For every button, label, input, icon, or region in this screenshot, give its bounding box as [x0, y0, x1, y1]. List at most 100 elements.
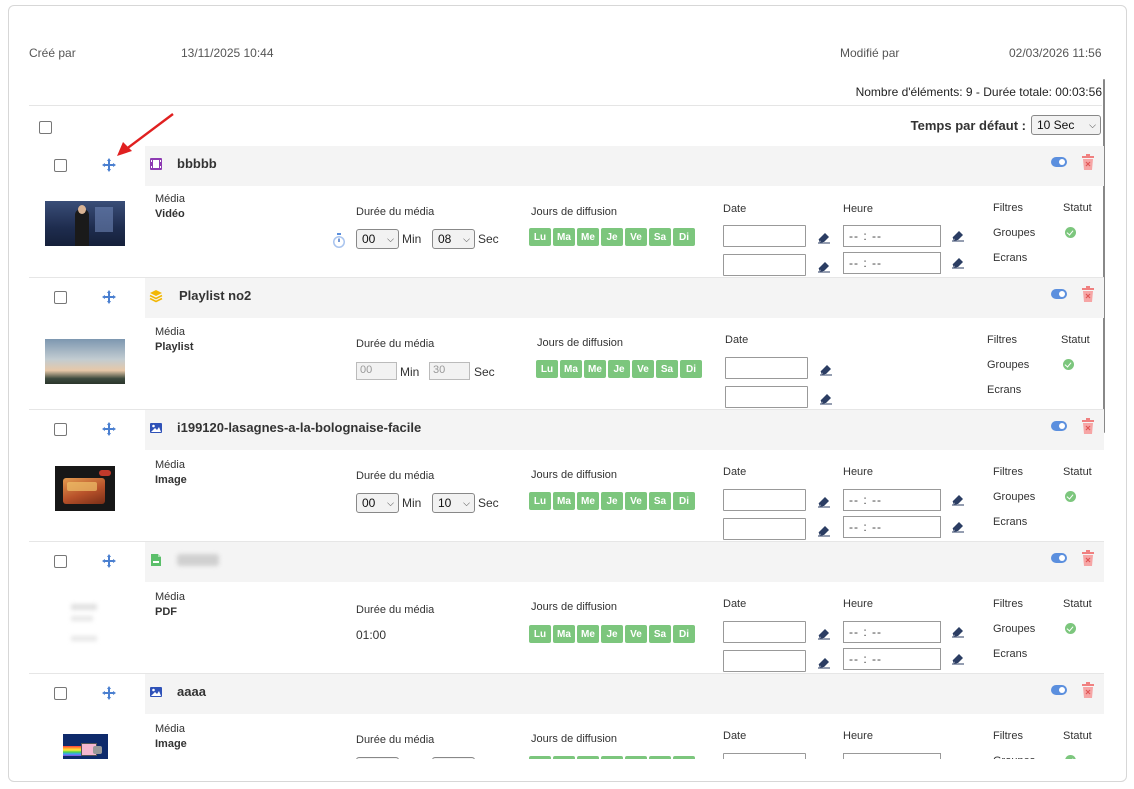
- move-handle-icon[interactable]: [101, 157, 117, 173]
- day-toggle-ve[interactable]: Ve: [625, 625, 647, 643]
- start-date-input[interactable]: [723, 489, 806, 511]
- end-time-input[interactable]: -- : --: [843, 516, 941, 538]
- move-handle-icon[interactable]: [101, 289, 117, 305]
- day-toggle-ma[interactable]: Ma: [553, 228, 575, 246]
- active-toggle[interactable]: [1051, 289, 1067, 299]
- day-toggle-lu[interactable]: Lu: [529, 756, 551, 759]
- day-toggle-sa[interactable]: Sa: [649, 228, 671, 246]
- day-toggle-je[interactable]: Je: [601, 228, 623, 246]
- end-date-input[interactable]: [725, 386, 808, 408]
- day-toggle-sa[interactable]: Sa: [656, 360, 678, 378]
- active-toggle[interactable]: [1051, 553, 1067, 563]
- trash-icon[interactable]: [1081, 682, 1095, 698]
- day-toggle-je[interactable]: Je: [601, 756, 623, 759]
- start-date-input[interactable]: [723, 753, 806, 759]
- day-toggle-di[interactable]: Di: [673, 492, 695, 510]
- eraser-icon[interactable]: [951, 228, 965, 242]
- eraser-icon[interactable]: [817, 230, 831, 244]
- start-time-input[interactable]: -- : --: [843, 489, 941, 511]
- eraser-icon[interactable]: [817, 758, 831, 759]
- day-toggle-di[interactable]: Di: [673, 228, 695, 246]
- eraser-icon[interactable]: [951, 624, 965, 638]
- trash-icon[interactable]: [1081, 550, 1095, 566]
- start-time-input[interactable]: -- : --: [843, 621, 941, 643]
- groups-filter-link[interactable]: Groupes: [993, 623, 1036, 635]
- groups-filter-link[interactable]: Groupes: [993, 227, 1036, 239]
- duration-min-select[interactable]: 00⌵: [356, 229, 399, 249]
- day-toggle-sa[interactable]: Sa: [649, 492, 671, 510]
- day-toggle-me[interactable]: Me: [577, 228, 599, 246]
- eraser-icon[interactable]: [951, 255, 965, 269]
- move-handle-icon[interactable]: [101, 421, 117, 437]
- active-toggle[interactable]: [1051, 157, 1067, 167]
- day-toggle-lu[interactable]: Lu: [529, 625, 551, 643]
- active-toggle[interactable]: [1051, 421, 1067, 431]
- eraser-icon[interactable]: [817, 626, 831, 640]
- day-toggle-me[interactable]: Me: [577, 625, 599, 643]
- eraser-icon[interactable]: [951, 756, 965, 759]
- day-toggle-ve[interactable]: Ve: [632, 360, 654, 378]
- end-time-input[interactable]: -- : --: [843, 252, 941, 274]
- trash-icon[interactable]: [1081, 418, 1095, 434]
- end-date-input[interactable]: [723, 518, 806, 540]
- day-toggle-di[interactable]: Di: [673, 625, 695, 643]
- move-handle-icon[interactable]: [101, 685, 117, 701]
- default-time-select[interactable]: 10 Sec ⌵: [1031, 115, 1101, 135]
- day-toggle-ma[interactable]: Ma: [560, 360, 582, 378]
- day-toggle-me[interactable]: Me: [577, 756, 599, 759]
- eraser-icon[interactable]: [817, 523, 831, 537]
- item-checkbox[interactable]: [54, 687, 67, 700]
- day-toggle-lu[interactable]: Lu: [529, 492, 551, 510]
- day-toggle-ve[interactable]: Ve: [625, 228, 647, 246]
- day-toggle-je[interactable]: Je: [601, 492, 623, 510]
- end-date-input[interactable]: [723, 254, 806, 276]
- eraser-icon[interactable]: [817, 494, 831, 508]
- day-toggle-je[interactable]: Je: [601, 625, 623, 643]
- day-toggle-di[interactable]: Di: [680, 360, 702, 378]
- eraser-icon[interactable]: [951, 651, 965, 665]
- eraser-icon[interactable]: [951, 519, 965, 533]
- screens-filter-link[interactable]: Ecrans: [993, 252, 1028, 264]
- screens-filter-link[interactable]: Ecrans: [993, 516, 1028, 528]
- duration-min-select[interactable]: 00⌵: [356, 757, 399, 759]
- duration-min-select[interactable]: 00⌵: [356, 493, 399, 513]
- item-checkbox[interactable]: [54, 291, 67, 304]
- start-date-input[interactable]: [723, 621, 806, 643]
- day-toggle-lu[interactable]: Lu: [529, 228, 551, 246]
- eraser-icon[interactable]: [819, 362, 833, 376]
- groups-filter-link[interactable]: Groupes: [993, 755, 1035, 759]
- day-toggle-me[interactable]: Me: [577, 492, 599, 510]
- groups-filter-link[interactable]: Groupes: [987, 359, 1030, 371]
- day-toggle-ma[interactable]: Ma: [553, 756, 575, 759]
- start-date-input[interactable]: [723, 225, 806, 247]
- day-toggle-ve[interactable]: Ve: [625, 756, 647, 759]
- trash-icon[interactable]: [1081, 154, 1095, 170]
- day-toggle-me[interactable]: Me: [584, 360, 606, 378]
- duration-sec-select[interactable]: 08 ⌵: [432, 229, 475, 249]
- day-toggle-lu[interactable]: Lu: [536, 360, 558, 378]
- groups-filter-link[interactable]: Groupes: [993, 491, 1036, 503]
- item-checkbox[interactable]: [54, 555, 67, 568]
- select-all-checkbox[interactable]: [39, 121, 52, 134]
- duration-sec-select[interactable]: 10⌵: [432, 757, 475, 759]
- start-time-input[interactable]: -- : --: [843, 225, 941, 247]
- screens-filter-link[interactable]: Ecrans: [987, 384, 1022, 396]
- day-toggle-ve[interactable]: Ve: [625, 492, 647, 510]
- eraser-icon[interactable]: [817, 259, 831, 273]
- duration-sec-select[interactable]: 10⌵: [432, 493, 475, 513]
- item-checkbox[interactable]: [54, 423, 67, 436]
- trash-icon[interactable]: [1081, 286, 1095, 302]
- start-date-input[interactable]: [725, 357, 808, 379]
- item-checkbox[interactable]: [54, 159, 67, 172]
- eraser-icon[interactable]: [817, 655, 831, 669]
- eraser-icon[interactable]: [951, 492, 965, 506]
- day-toggle-di[interactable]: Di: [673, 756, 695, 759]
- move-handle-icon[interactable]: [101, 553, 117, 569]
- day-toggle-ma[interactable]: Ma: [553, 492, 575, 510]
- day-toggle-sa[interactable]: Sa: [649, 625, 671, 643]
- day-toggle-sa[interactable]: Sa: [649, 756, 671, 759]
- scrollbar[interactable]: [1103, 79, 1105, 433]
- screens-filter-link[interactable]: Ecrans: [993, 648, 1028, 660]
- active-toggle[interactable]: [1051, 685, 1067, 695]
- day-toggle-je[interactable]: Je: [608, 360, 630, 378]
